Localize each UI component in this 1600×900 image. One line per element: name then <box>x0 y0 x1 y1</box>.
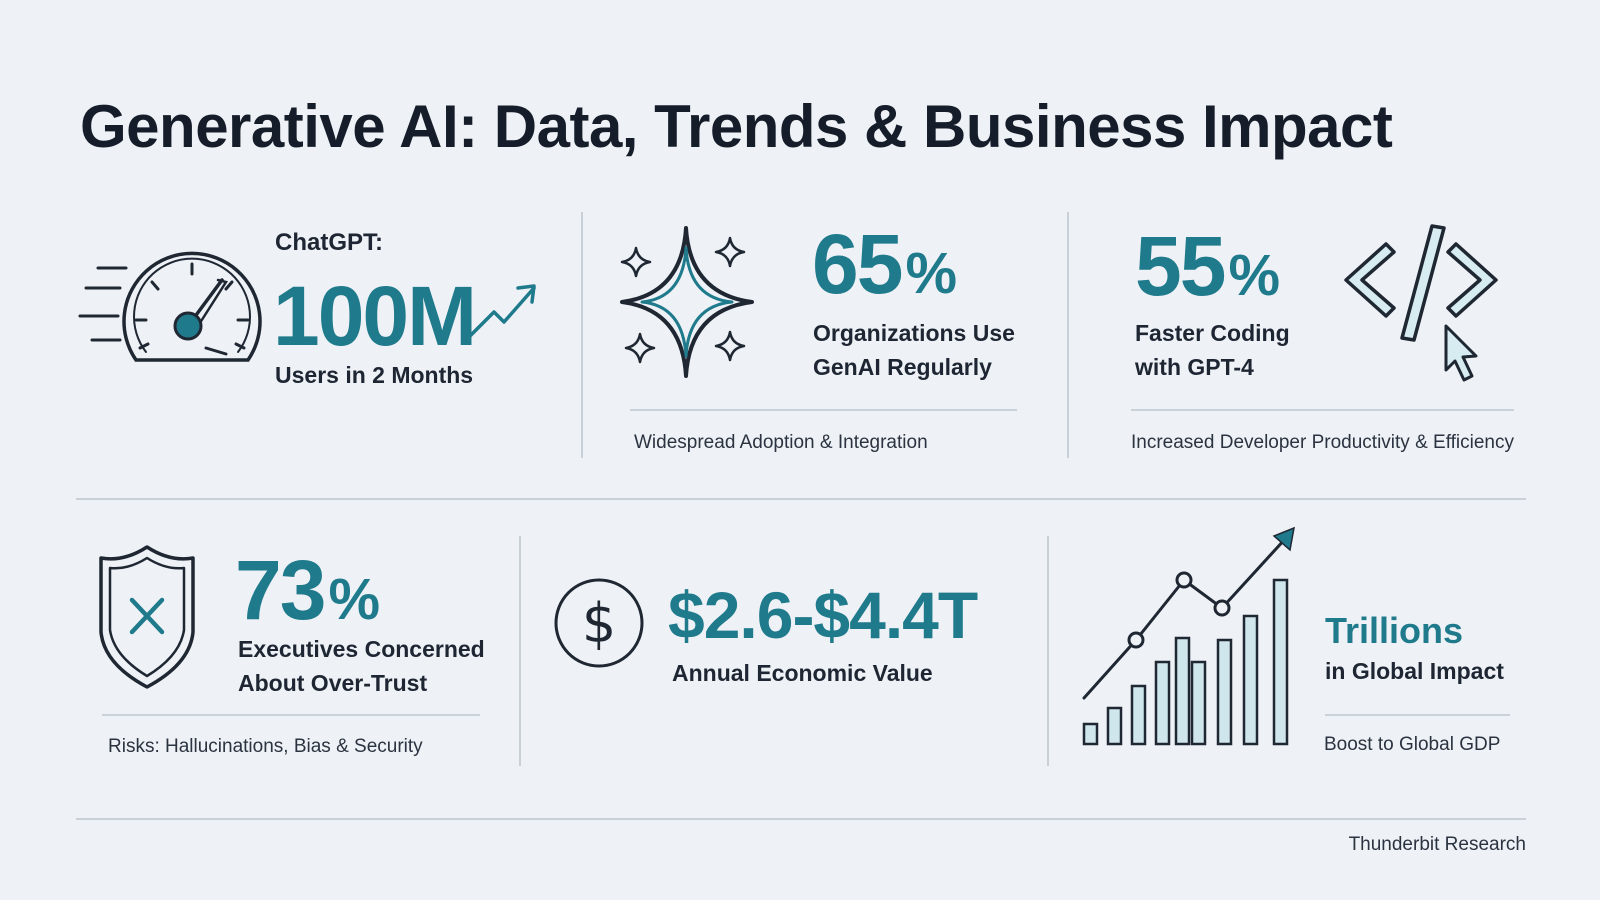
coding-value: 55% <box>1135 224 1280 318</box>
divider-horizontal <box>76 498 1526 500</box>
chatgpt-label: Users in 2 Months <box>275 362 474 388</box>
adoption-value: 65% <box>812 222 957 316</box>
trust-label-line2: About Over-Trust <box>238 670 428 696</box>
page-title: Generative AI: Data, Trends & Business I… <box>80 93 1393 160</box>
divider-vertical <box>1067 212 1069 458</box>
adoption-rule <box>630 409 1017 411</box>
coding-footer: Increased Developer Productivity & Effic… <box>1131 432 1514 453</box>
chatgpt-value: 100M <box>273 269 477 363</box>
trust-card: 73% Executives Concerned About Over-Trus… <box>98 540 498 770</box>
divider-vertical <box>519 536 521 766</box>
chatgpt-prefix: ChatGPT: <box>275 229 383 256</box>
divider-horizontal <box>76 818 1526 820</box>
global-footer: Boost to Global GDP <box>1324 734 1501 755</box>
coding-label-line2: with GPT-4 <box>1135 354 1254 380</box>
growth-chart-icon <box>1082 526 1295 746</box>
adoption-card: 65% Organizations Use GenAI Regularly Wi… <box>620 210 1020 460</box>
coding-card: 55% Faster Coding with GPT-4 Increased D… <box>1130 210 1530 460</box>
coding-unit: % <box>1228 243 1280 308</box>
dollar-icon: $ <box>554 578 644 668</box>
code-icon <box>1344 224 1498 382</box>
svg-text:$: $ <box>582 592 616 655</box>
global-card: Trillions in Global Impact Boost to Glob… <box>1080 526 1530 770</box>
economic-label: Annual Economic Value <box>672 660 933 686</box>
adoption-footer: Widespread Adoption & Integration <box>634 432 928 453</box>
chatgpt-card: ChatGPT: 100M Users in 2 Months <box>78 210 558 450</box>
trust-footer: Risks: Hallucinations, Bias & Security <box>108 736 423 757</box>
trend-up-icon <box>468 284 536 338</box>
economic-card: $ $2.6-$4.4T Annual Economic Value <box>554 570 1014 720</box>
global-rule <box>1325 714 1510 716</box>
coding-label-line1: Faster Coding <box>1135 320 1290 346</box>
global-value: Trillions <box>1325 610 1464 651</box>
trust-label-line1: Executives Concerned <box>238 636 485 662</box>
adoption-label: Organizations Use GenAI Regularly <box>813 316 1015 384</box>
sparkle-icon <box>620 226 754 378</box>
speedometer-icon <box>78 251 262 362</box>
coding-rule <box>1131 409 1514 411</box>
trust-number: 73 <box>235 543 326 637</box>
adoption-number: 65 <box>812 217 903 311</box>
economic-value: $2.6-$4.4T <box>668 578 978 652</box>
trust-label: Executives Concerned About Over-Trust <box>238 632 485 700</box>
shield-x-icon <box>99 545 195 689</box>
coding-label: Faster Coding with GPT-4 <box>1135 316 1290 384</box>
adoption-label-line1: Organizations Use <box>813 320 1015 346</box>
adoption-label-line2: GenAI Regularly <box>813 354 992 380</box>
trust-unit: % <box>328 567 380 632</box>
adoption-unit: % <box>905 241 957 306</box>
trust-value: 73% <box>235 548 380 642</box>
trust-rule <box>102 714 480 716</box>
source-credit: Thunderbit Research <box>1348 834 1526 855</box>
global-label: in Global Impact <box>1325 658 1504 684</box>
divider-vertical <box>581 212 583 458</box>
divider-vertical <box>1047 536 1049 766</box>
coding-number: 55 <box>1135 219 1226 313</box>
